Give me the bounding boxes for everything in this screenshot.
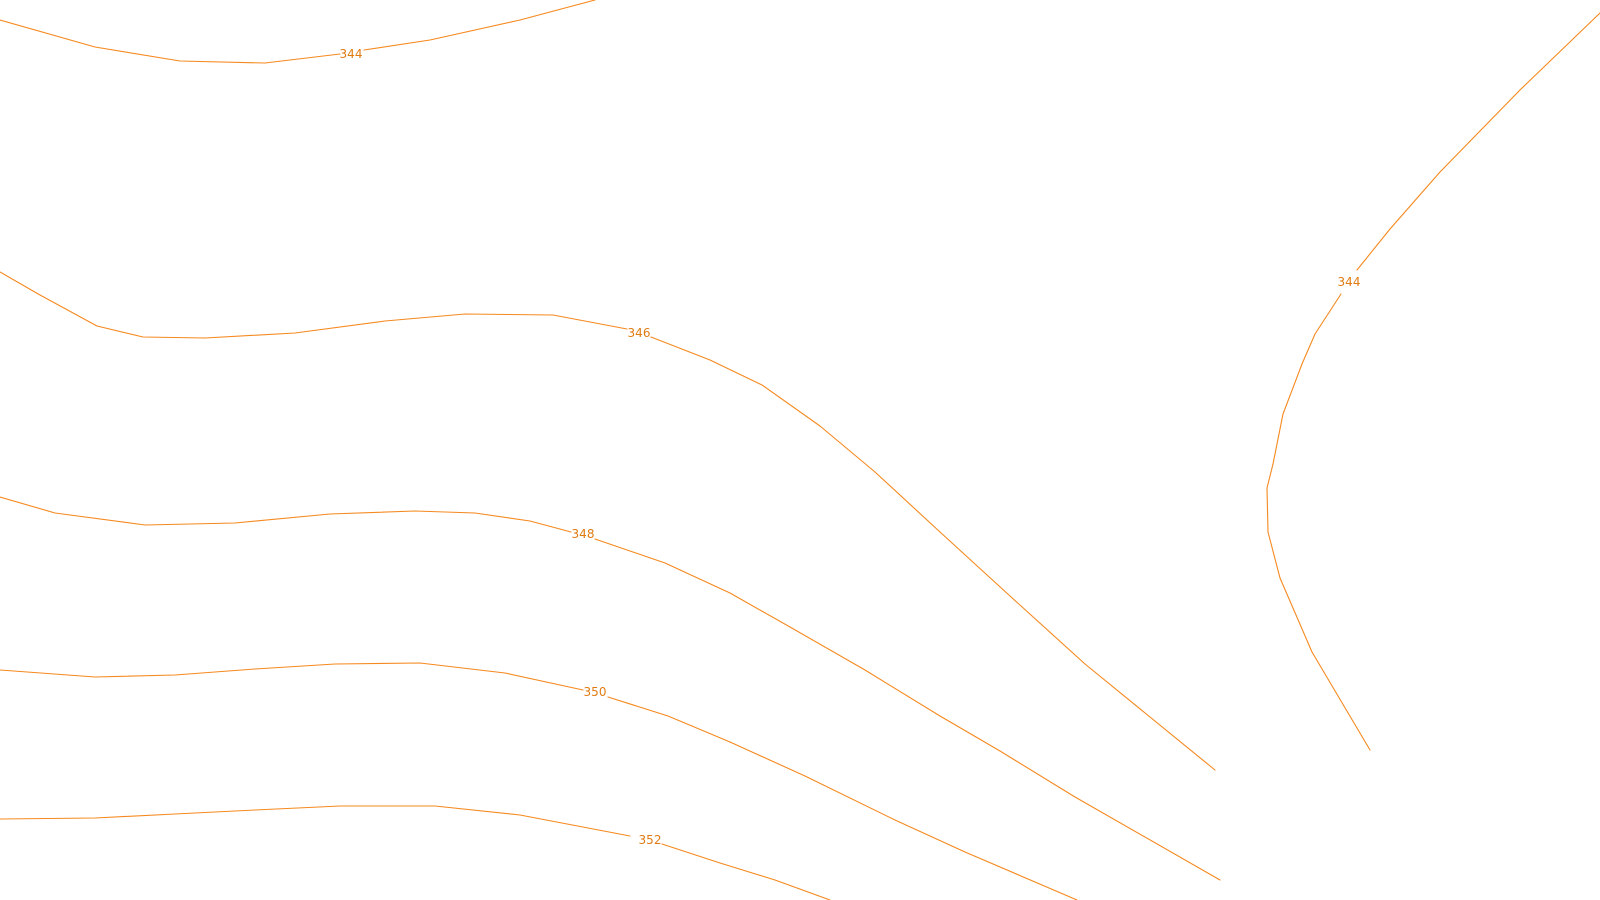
contour-path-b — [0, 271, 628, 339]
contour-path-e — [0, 805, 631, 837]
contour-path-d-2 — [607, 696, 1078, 900]
contour-path-a — [0, 19, 341, 64]
contour-label-b: 346 — [628, 326, 651, 340]
contour-line-c: 348 — [0, 496, 1221, 881]
contour-path-e-2 — [661, 843, 831, 900]
contour-label-c: 348 — [572, 527, 595, 541]
contour-line-d: 350 — [0, 662, 1078, 900]
contour-path-c — [0, 496, 572, 533]
contour-line-a: 344 — [0, 0, 596, 64]
contour-line-e: 352 — [0, 805, 831, 900]
contour-path-b-2 — [650, 336, 1216, 771]
contour-path-d — [0, 662, 584, 691]
contour-path-f — [1356, 12, 1600, 271]
contour-label-f: 344 — [1338, 275, 1361, 289]
contour-path-f-2 — [1266, 293, 1371, 751]
contour-line-b: 346 — [0, 271, 1216, 771]
contour-label-d: 350 — [584, 685, 607, 699]
contour-path-a-2 — [363, 0, 596, 51]
contour-label-a: 344 — [340, 47, 363, 61]
contour-path-c-2 — [594, 538, 1221, 881]
contour-label-e: 352 — [639, 833, 662, 847]
contour-line-f: 344 — [1266, 12, 1600, 751]
